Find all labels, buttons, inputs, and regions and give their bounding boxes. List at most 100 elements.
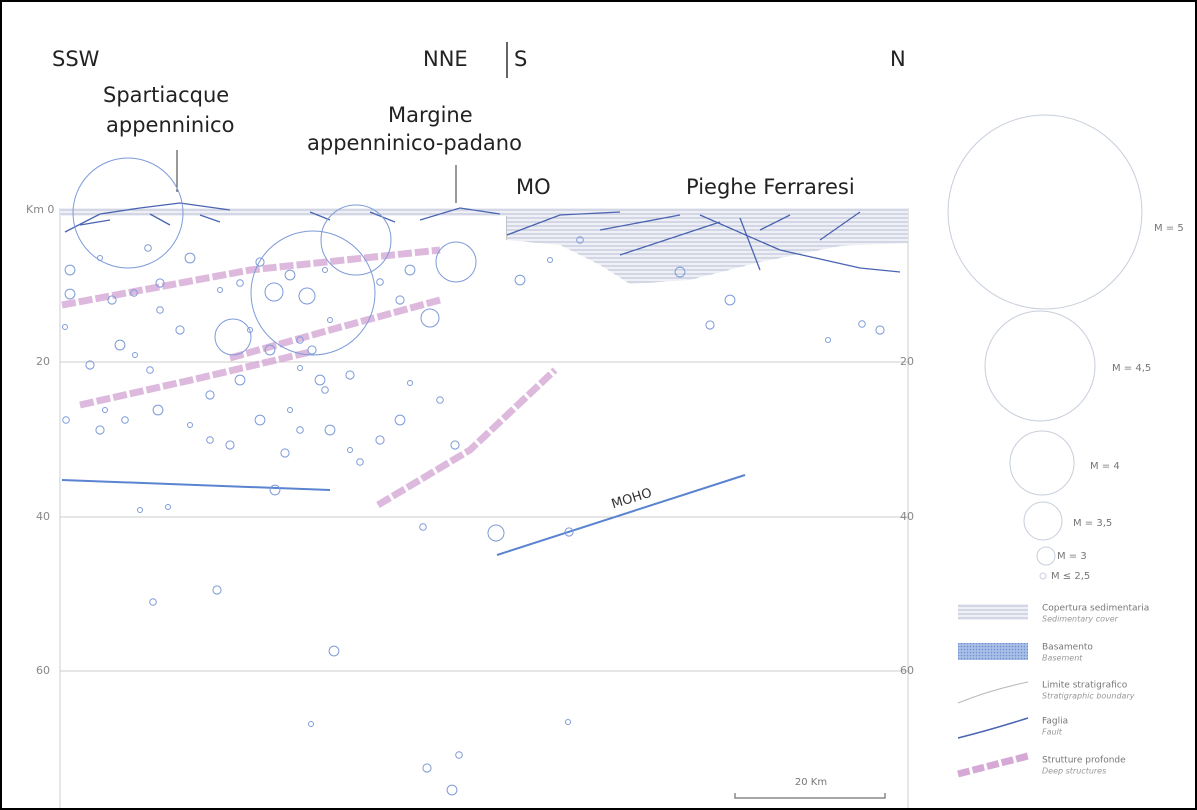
legend-translation: Sedimentary cover — [1042, 615, 1119, 624]
deep-structure — [80, 352, 310, 405]
magnitude-label: M = 3 — [1057, 551, 1087, 562]
earthquake — [420, 524, 427, 531]
earthquake — [348, 448, 353, 453]
earthquake — [63, 325, 68, 330]
magnitude-circle — [985, 311, 1095, 421]
earthquake — [826, 338, 831, 343]
depth-grid — [60, 208, 910, 808]
earthquake — [226, 441, 234, 449]
earthquake — [436, 242, 476, 282]
magnitude-circle — [1024, 502, 1062, 540]
earthquake — [299, 288, 315, 304]
earthquake — [288, 408, 293, 413]
legend-translation: Deep structures — [1042, 767, 1106, 776]
magnitude-label: M = 5 — [1154, 223, 1184, 234]
earthquake — [108, 296, 116, 304]
earthquake — [122, 417, 129, 424]
earthquake — [323, 268, 328, 273]
earthquake — [65, 265, 75, 275]
earthquake — [408, 381, 413, 386]
feature-label: Margine — [388, 103, 473, 127]
earthquake — [309, 722, 314, 727]
magnitude-label: M ≤ 2,5 — [1051, 571, 1090, 582]
legend-translation: Basement — [1042, 654, 1083, 663]
earthquake — [153, 405, 163, 415]
legend-swatch — [958, 756, 1028, 774]
earthquake — [859, 321, 866, 328]
earthquake — [207, 437, 214, 444]
earthquake — [157, 307, 164, 314]
earthquake — [65, 289, 75, 299]
legend-swatch — [958, 718, 1028, 738]
feature-label: Spartiacque — [103, 83, 229, 107]
earthquake — [421, 309, 439, 327]
magnitude-label: M = 4 — [1090, 461, 1120, 472]
earthquake — [377, 279, 384, 286]
earthquake — [285, 270, 295, 280]
earthquake — [237, 280, 244, 287]
moho-line — [497, 475, 745, 555]
earthquake — [451, 441, 459, 449]
earthquake — [308, 346, 316, 354]
earthquake — [515, 275, 525, 285]
depth-label: 60 — [36, 664, 50, 677]
earthquake — [346, 371, 354, 379]
earthquake — [213, 586, 221, 594]
earthquake — [725, 295, 735, 305]
scale-label: 20 Km — [795, 777, 827, 788]
earthquake — [98, 256, 103, 261]
earthquake — [357, 459, 364, 466]
feature-label: appenninico — [106, 113, 234, 137]
magnitude-legend — [948, 115, 1142, 579]
legend-label: Copertura sedimentaria — [1042, 604, 1149, 614]
depth-label: 60 — [900, 664, 914, 677]
earthquake — [63, 417, 70, 424]
feature-label: Pieghe Ferraresi — [686, 175, 855, 199]
earthquake — [566, 720, 571, 725]
legend-label: Strutture profonde — [1042, 756, 1126, 766]
earthquake — [103, 408, 108, 413]
earthquake — [329, 646, 339, 656]
earthquake — [166, 505, 171, 510]
magnitude-circle — [1010, 431, 1074, 495]
legend-swatch — [958, 643, 1028, 660]
earthquake — [270, 485, 280, 495]
earthquake — [423, 764, 431, 772]
earthquake — [96, 426, 104, 434]
earthquake — [185, 253, 195, 263]
earthquake — [328, 318, 333, 323]
earthquake — [325, 425, 335, 435]
earthquake — [133, 353, 138, 358]
depth-label: 40 — [36, 510, 50, 523]
feature-label: MO — [516, 175, 551, 199]
earthquake — [548, 258, 553, 263]
feature-label: appenninico-padano — [307, 131, 522, 155]
moho-line — [62, 480, 330, 490]
magnitude-circle — [1037, 547, 1055, 565]
earthquake — [218, 288, 223, 293]
depth-label: 20 — [36, 355, 50, 368]
deep-structure — [230, 300, 440, 358]
earthquake — [405, 265, 415, 275]
earthquake — [147, 367, 154, 374]
direction-label: S — [514, 47, 527, 71]
direction-label: N — [890, 47, 906, 71]
earthquake — [297, 427, 304, 434]
earthquake — [376, 436, 384, 444]
earthquake — [876, 326, 884, 334]
magnitude-circle — [1040, 573, 1046, 579]
earthquake — [150, 599, 157, 606]
earthquake — [437, 397, 444, 404]
earthquake — [265, 283, 283, 301]
legend-translation: Stratigraphic boundary — [1042, 692, 1135, 701]
earthquake — [322, 387, 329, 394]
earthquake — [235, 375, 245, 385]
direction-label: SSW — [52, 47, 100, 71]
earthquake — [115, 340, 125, 350]
earthquake — [706, 321, 714, 329]
diagram: SSW NNE S N Spartiacque appenninico Marg… — [0, 0, 1197, 810]
legend-swatch — [958, 604, 1028, 620]
scale-bar — [735, 793, 885, 798]
legend-swatch — [958, 682, 1028, 703]
earthquake — [256, 258, 264, 266]
